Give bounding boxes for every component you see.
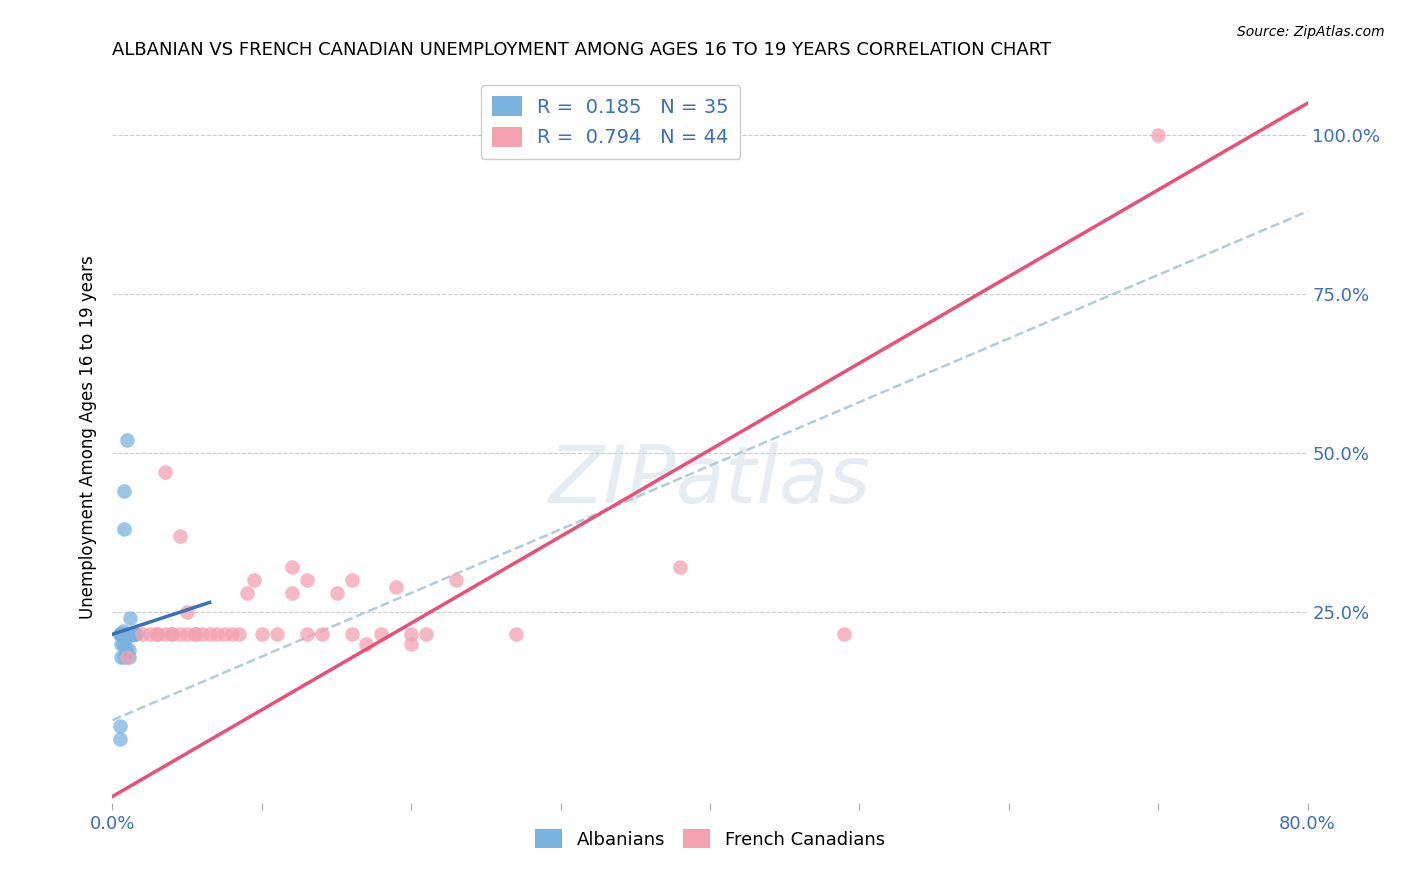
Point (115, 643, 138, 657)
Point (139, 627, 162, 641)
Point (124, 627, 146, 641)
Point (176, 627, 198, 641)
Point (125, 627, 148, 641)
Point (1147, 128, 1170, 142)
Point (114, 627, 135, 641)
Point (121, 627, 143, 641)
Point (146, 627, 169, 641)
Point (669, 560, 692, 574)
Point (120, 611, 142, 625)
Point (121, 627, 143, 641)
Point (356, 637, 378, 651)
Point (120, 627, 142, 641)
Point (108, 732, 131, 747)
Point (370, 627, 392, 641)
Point (117, 649, 139, 664)
Point (295, 627, 318, 641)
Point (311, 627, 333, 641)
Point (169, 627, 191, 641)
Point (110, 627, 132, 641)
Point (401, 637, 423, 651)
Point (115, 627, 138, 641)
Point (205, 627, 228, 641)
Point (111, 627, 134, 641)
Legend: Albanians, French Canadians: Albanians, French Canadians (527, 822, 893, 856)
Point (117, 434, 139, 448)
Y-axis label: Unemployment Among Ages 16 to 19 years: Unemployment Among Ages 16 to 19 years (79, 255, 97, 619)
Point (281, 586, 304, 600)
Point (124, 627, 146, 641)
Point (118, 643, 141, 657)
Point (131, 627, 153, 641)
Point (111, 624, 134, 638)
Point (111, 627, 134, 641)
Point (183, 627, 205, 641)
Point (121, 627, 143, 641)
Point (340, 627, 363, 641)
Text: ZIPatlas: ZIPatlas (548, 442, 872, 520)
Point (120, 627, 142, 641)
Point (325, 586, 347, 600)
Point (117, 631, 139, 645)
Point (198, 627, 221, 641)
Point (385, 580, 408, 594)
Point (108, 627, 131, 641)
Point (110, 637, 132, 651)
Point (162, 627, 183, 641)
Point (191, 627, 214, 641)
Point (250, 627, 273, 641)
Point (117, 627, 139, 641)
Point (118, 649, 141, 664)
Point (114, 637, 135, 651)
Point (281, 560, 304, 574)
Text: ALBANIAN VS FRENCH CANADIAN UNEMPLOYMENT AMONG AGES 16 TO 19 YEARS CORRELATION C: ALBANIAN VS FRENCH CANADIAN UNEMPLOYMENT… (112, 41, 1052, 59)
Point (444, 573, 467, 587)
Point (183, 627, 205, 641)
Point (108, 719, 131, 733)
Point (415, 627, 437, 641)
Point (153, 627, 176, 641)
Point (153, 465, 176, 479)
Point (111, 637, 134, 651)
Point (340, 573, 363, 587)
Point (228, 627, 250, 641)
Point (114, 649, 135, 664)
Point (214, 627, 236, 641)
Point (146, 627, 169, 641)
Point (114, 484, 135, 499)
Point (115, 643, 138, 657)
Point (117, 627, 139, 641)
Point (401, 627, 423, 641)
Point (162, 627, 183, 641)
Point (114, 522, 135, 536)
Point (221, 627, 243, 641)
Point (117, 627, 139, 641)
Point (834, 627, 856, 641)
Point (108, 627, 131, 641)
Point (110, 649, 132, 664)
Point (169, 529, 191, 543)
Point (266, 627, 288, 641)
Point (243, 573, 266, 587)
Point (505, 627, 527, 641)
Point (295, 573, 318, 587)
Point (236, 586, 259, 600)
Point (176, 605, 198, 619)
Text: Source: ZipAtlas.com: Source: ZipAtlas.com (1237, 25, 1385, 39)
